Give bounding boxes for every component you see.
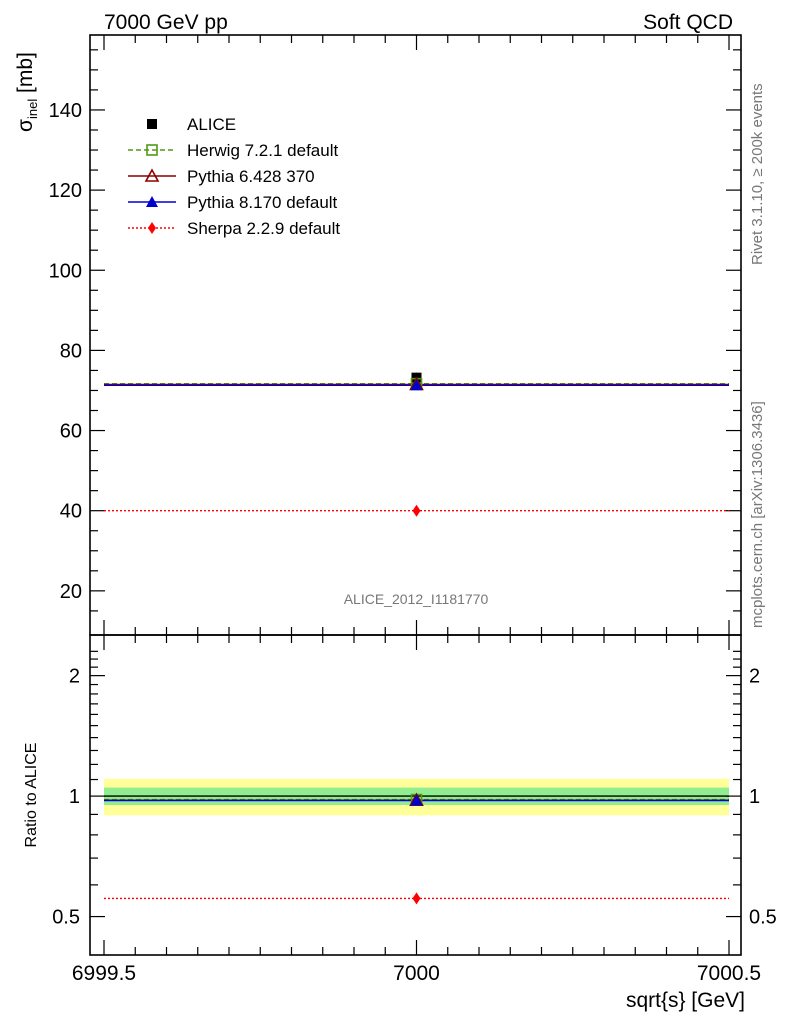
ratio-y-axis-label: Ratio to ALICE bbox=[23, 743, 40, 848]
main-y-tick-label: 20 bbox=[60, 581, 82, 603]
ratio-point-pythia-8-170-default bbox=[410, 794, 423, 806]
main-y-axis-label-unit: [mb] bbox=[14, 52, 37, 99]
legend: ALICE Herwig 7.2.1 default Pythia 6.428 37… bbox=[128, 115, 340, 238]
main-y-tick-label: 80 bbox=[60, 340, 82, 362]
ratio-panel: 0.5 0.5 1 1 2 2 6999.5 7000 7000.5 Ratio to ALI… bbox=[23, 634, 777, 1012]
main-y-axis-label-sub: inel bbox=[25, 99, 40, 119]
header-left: 7000 GeV pp bbox=[104, 11, 228, 34]
main-y-tick-label: 100 bbox=[49, 260, 82, 282]
legend-marker-pythia-6-428-370 bbox=[144, 168, 160, 182]
ratio-point-sherpa-2-2-9-default bbox=[412, 892, 421, 905]
analysis-label: ALICE_2012_I1181770 bbox=[344, 591, 489, 607]
main-y-tick-label: 40 bbox=[60, 501, 82, 523]
main-panel: 20 40 60 80 100 120 140 σinel [mb] ALICE_2012_… bbox=[14, 34, 742, 636]
legend-marker-herwig-7-2-1-default bbox=[146, 144, 158, 156]
main-y-tick-label: 120 bbox=[49, 180, 82, 202]
x-tick-labels: 6999.5 7000 7000.5 bbox=[72, 962, 761, 985]
legend-label-herwig-7-2-1-default: Herwig 7.2.1 default bbox=[187, 141, 338, 160]
x-axis-label: sqrt{s} [GeV] bbox=[626, 989, 745, 1012]
main-y-axis-label-symbol: σ bbox=[14, 119, 37, 132]
legend-label-sherpa-2-2-9-default: Sherpa 2.2.9 default bbox=[187, 219, 340, 238]
header-right: Soft QCD bbox=[643, 11, 733, 34]
ratio-series bbox=[104, 792, 729, 905]
legend-marker-sherpa-2-2-9-default bbox=[148, 222, 156, 234]
main-y-tick-label: 60 bbox=[60, 421, 82, 443]
legend-label-pythia-6-428-370: Pythia 6.428 370 bbox=[187, 167, 315, 186]
ratio-y-tick-labels: 0.5 0.5 1 1 2 2 bbox=[52, 666, 777, 929]
legend-label-alice: ALICE bbox=[187, 115, 236, 134]
ratio-y-tick-label-right: 1 bbox=[749, 786, 760, 808]
ratio-y-tick-label-right: 2 bbox=[749, 666, 760, 688]
x-tick-label: 6999.5 bbox=[72, 962, 136, 985]
rivet-version-label: Rivet 3.1.10, ≥ 200k events bbox=[749, 83, 766, 265]
mcplots-label: mcplots.cern.ch [arXiv:1306.3436] bbox=[749, 401, 766, 628]
ratio-y-tick-label-right: 0.5 bbox=[749, 907, 777, 929]
main-series bbox=[104, 372, 729, 517]
x-tick-label: 7000.5 bbox=[697, 962, 761, 985]
main-y-tick-label: 140 bbox=[49, 100, 82, 122]
legend-label-pythia-8-170-default: Pythia 8.170 default bbox=[187, 193, 338, 212]
x-tick-label: 7000 bbox=[393, 962, 440, 985]
ratio-ticks bbox=[90, 635, 741, 955]
ratio-y-tick-label-left: 0.5 bbox=[52, 907, 80, 929]
ratio-y-tick-label-left: 2 bbox=[69, 666, 80, 688]
data-point-pythia-8-170-default bbox=[410, 379, 423, 391]
ratio-y-tick-label-left: 1 bbox=[69, 786, 80, 808]
main-y-tick-labels: 20 40 60 80 100 120 140 bbox=[49, 100, 82, 603]
main-y-axis-label: σinel [mb] bbox=[14, 52, 40, 132]
data-point-sherpa-2-2-9-default bbox=[412, 504, 421, 517]
legend-marker-pythia-8-170-default bbox=[146, 196, 158, 207]
ratio-frame bbox=[89, 634, 742, 956]
legend-marker-alice bbox=[147, 119, 157, 129]
